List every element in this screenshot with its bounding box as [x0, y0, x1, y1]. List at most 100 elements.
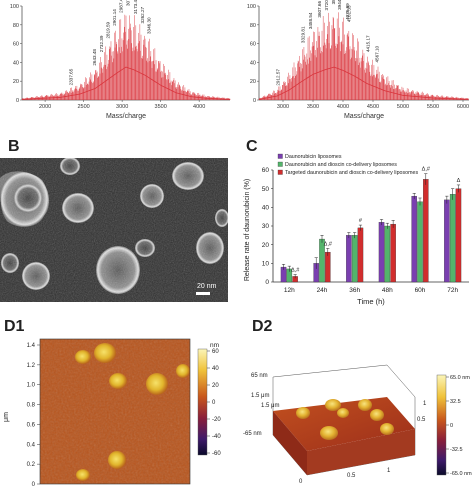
bar — [444, 199, 450, 283]
peak-label: 4415.17 — [365, 35, 370, 52]
x-tick-label: 4000 — [193, 104, 205, 110]
spectrum-right-chart: 0 20 40 60 80 100 3000 3500 4000 4500 5000 5500 6000… — [247, 0, 469, 120]
afm-3d-zmax: 65 nm — [251, 373, 268, 379]
spectrum-left-peak-labels: 2337.65 2643.482732.392819.592901.142987.… — [69, 0, 152, 85]
afm-3d-axis-x-max: 1.5 μm — [261, 403, 279, 409]
tem-image: 20 nm — [0, 158, 228, 302]
afm-3d-axis-x-mid: 0.5 — [347, 473, 356, 479]
release-chart-yticks: 0 10 20 30 40 50 60 — [262, 167, 273, 286]
colorbar-tick-label: 0 — [450, 423, 453, 429]
spectrum-left-xlabel: Mass/charge — [106, 113, 146, 120]
y-tick-label: 1.4 — [27, 343, 36, 349]
bar — [346, 235, 352, 283]
x-tick-label: 48h — [382, 287, 393, 294]
x-tick-label: 2000 — [39, 104, 51, 110]
bar — [378, 222, 385, 283]
bar — [455, 188, 462, 283]
y-tick-label: 100 — [10, 4, 19, 10]
y-tick-label: 0 — [16, 98, 19, 104]
y-tick-label: 40 — [262, 205, 270, 212]
afm-2d-colorbar-ticks: 60 40 20 0 -20 -40 -60 — [207, 349, 221, 457]
y-tick-label: 0 — [32, 482, 36, 487]
colorbar-tick-label: -65.0 nm — [450, 471, 472, 477]
colorbar-tick-label: -20 — [212, 417, 221, 423]
release-chart-xticks: 12h 24h 36h 48h 60h 72h — [284, 287, 459, 294]
afm-3d-axis-origin: 0 — [299, 479, 303, 485]
colorbar-tick-label: -32.5 — [450, 447, 463, 453]
release-chart-ylabel: Release rate of daunorubicin (%) — [244, 179, 251, 281]
y-tick-label: 20 — [13, 79, 19, 85]
afm-3d-surface: 65 nm -65 nm 1.5 μm 1.5 μm 0 0.5 1 0.5 1… — [243, 364, 472, 485]
peak-label: 3944.24 — [337, 0, 342, 10]
peak-label: 3346.30 — [146, 17, 151, 34]
bar — [351, 235, 358, 283]
afm-3d-axis-y-max: 1.5 μm — [251, 393, 269, 399]
significance-mark: Δ — [457, 178, 461, 184]
release-bar-chart: Release rate of daunorubicin (%) 0 10 20 30… — [244, 153, 469, 306]
y-tick-label: 1.2 — [27, 363, 36, 369]
y-tick-label: 20 — [250, 79, 256, 85]
x-tick-label: 5500 — [427, 104, 439, 110]
y-tick-label: 30 — [262, 223, 270, 230]
afm-3d-bumps — [296, 399, 394, 440]
afm-2d-colorbar — [197, 348, 208, 456]
significance-mark: Δ,# — [324, 241, 333, 247]
spectrum-left-chart: 0 20 40 60 80 100 2000 2500 3000 3500 4000 2337.65… — [10, 0, 231, 120]
y-tick-label: 1.0 — [27, 383, 36, 389]
peak-label: 2643.48 — [92, 49, 97, 66]
x-tick-label: 3500 — [307, 104, 319, 110]
scale-bar — [196, 292, 210, 295]
afm-3d-zmin: -65 nm — [243, 431, 262, 437]
x-tick-label: 2500 — [78, 104, 90, 110]
spectrum-baseline — [258, 66, 469, 100]
afm-3d-colorbar-ticks: 65.0 nm 32.5 0 -32.5 -65.0 nm — [446, 375, 472, 477]
peak-label: 3720.91 — [324, 0, 329, 10]
y-tick-label: 0.8 — [27, 403, 36, 409]
peak-label: 3607.66 — [317, 1, 322, 18]
bar — [449, 194, 456, 283]
afm-2d-map: μm 0 0.2 0.4 0.6 0.8 1.0 1.2 1.4 nm 60 40 20 0 -20 -… — [3, 338, 221, 487]
afm-2d-colorbar-title: nm — [210, 342, 219, 349]
x-tick-label: 3000 — [116, 104, 128, 110]
bar — [325, 251, 331, 283]
colorbar-tick-label: 32.5 — [450, 399, 461, 405]
colorbar-tick-label: -60 — [212, 451, 221, 457]
y-tick-label: 0.4 — [27, 442, 36, 448]
legend-label: Daunorubicin liposomes — [285, 154, 342, 160]
spectrum-right-ticks: 0 20 40 60 80 100 3000 3500 4000 4500 5000 5500 6000 — [247, 4, 469, 110]
legend-swatch — [277, 153, 283, 159]
spectrum-left-ticks: 0 20 40 60 80 100 2000 2500 3000 3500 4000 — [10, 4, 205, 110]
x-tick-label: 60h — [415, 287, 426, 294]
peak-label: 2901.14 — [112, 9, 117, 26]
y-tick-label: 100 — [247, 4, 256, 10]
bar — [411, 195, 417, 283]
peak-label: 2732.39 — [99, 35, 104, 52]
y-tick-label: 50 — [262, 186, 270, 193]
colorbar-tick-label: 65.0 nm — [450, 375, 470, 381]
panel-label-b: B — [8, 138, 20, 155]
afm-2d-ylabel: μm — [3, 412, 10, 422]
afm-3d-axis-y-end: 1 — [423, 401, 427, 407]
afm-3d-axis-y-mid: 0.5 — [417, 417, 426, 423]
bar — [417, 201, 423, 283]
afm-3d-colorbar — [436, 374, 447, 476]
bar — [390, 223, 396, 283]
panel-label-d2: D2 — [252, 318, 273, 335]
peak-label: 4567.10 — [375, 45, 380, 62]
spectrum-left-peaks — [21, 14, 231, 100]
panel-label-c: C — [246, 138, 258, 155]
peak-label: 4076.89 — [345, 3, 350, 20]
peak-label: 3842.65 — [331, 0, 336, 4]
scale-bar-label: 20 nm — [197, 283, 217, 290]
y-tick-label: 80 — [250, 23, 256, 29]
significance-mark: Δ,# — [422, 167, 431, 173]
spectrum-trace — [21, 14, 231, 100]
y-tick-label: 10 — [262, 261, 270, 268]
colorbar-tick-label: 40 — [212, 366, 219, 372]
y-tick-label: 60 — [13, 42, 19, 48]
y-tick-label: 80 — [13, 23, 19, 29]
afm-3d-axis-x-end: 1 — [387, 468, 391, 474]
y-tick-label: 60 — [262, 167, 270, 174]
x-tick-label: 12h — [284, 287, 295, 294]
